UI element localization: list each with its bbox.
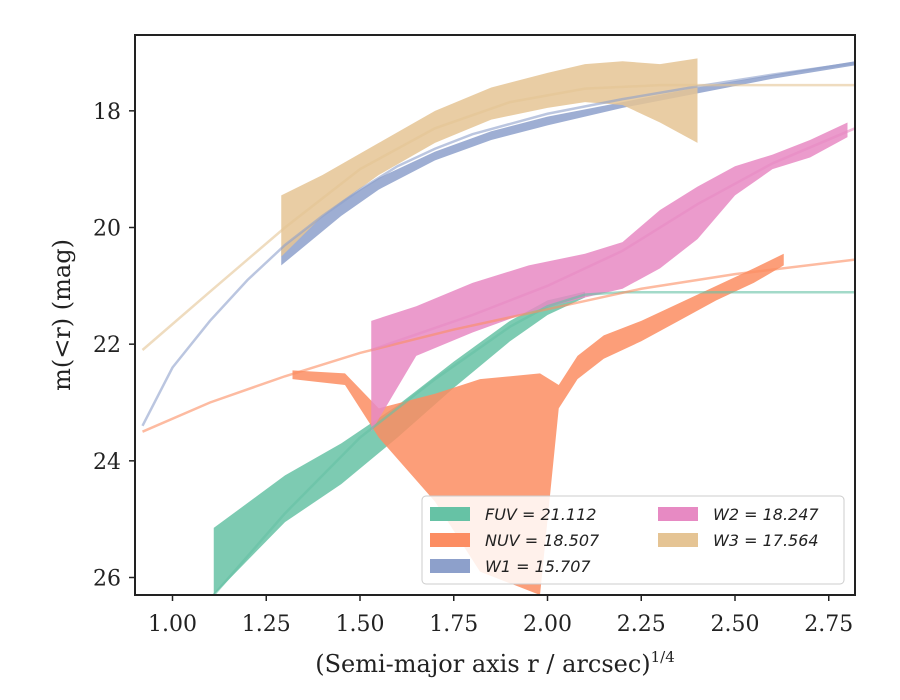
y-tick-label: 18 [93,100,121,125]
y-tick-label: 20 [93,217,121,242]
x-tick-label: 1.50 [336,612,385,637]
data-layer [141,58,855,595]
series-model-line-3 [370,127,855,352]
series-model-line-2 [141,61,855,427]
legend-swatch [658,507,698,521]
legend-label: W2 = 18.247 [713,505,819,524]
axes-layer: 1.00 1.25 1.50 1.75 2.00 2.25 2.50 2.75 18 20 22 24… [93,100,853,637]
x-axis-label: (Semi-major axis r / arcsec)1/4 [315,648,675,678]
y-tick-label: 24 [93,450,121,475]
legend-swatch [430,533,470,547]
legend-label: FUV = 21.112 [485,505,596,524]
series-model-line-0 [212,291,855,595]
legend: FUV = 21.112 NUV = 18.507 W1 = 15.707 W2 = … [421,495,845,585]
x-tick-label: 1.75 [429,612,478,637]
series-band-1 [292,253,784,595]
legend-label: W3 = 17.564 [713,531,819,550]
series-band-4 [281,58,698,257]
plot-frame [134,34,856,596]
x-tick-label: 2.50 [711,612,760,637]
series-model-line-1 [142,258,855,433]
series-band-3 [371,122,848,432]
y-tick-label: 26 [93,567,121,592]
legend-label: NUV = 18.507 [485,531,600,550]
y-tick-label: 22 [93,333,121,358]
legend-box [421,495,845,585]
legend-swatch [430,507,470,521]
legend-swatch [430,559,470,573]
legend-label: W1 = 15.707 [485,557,591,576]
x-tick-label: 1.00 [148,612,197,637]
legend-swatch [658,533,698,547]
y-axis-label: m(<r) (mag) [48,239,76,391]
x-tick-label: 2.75 [804,612,853,637]
x-tick-label: 1.25 [242,612,291,637]
series-model-line-4 [141,83,855,351]
x-tick-label: 2.25 [617,612,666,637]
x-tick-label: 2.00 [523,612,572,637]
